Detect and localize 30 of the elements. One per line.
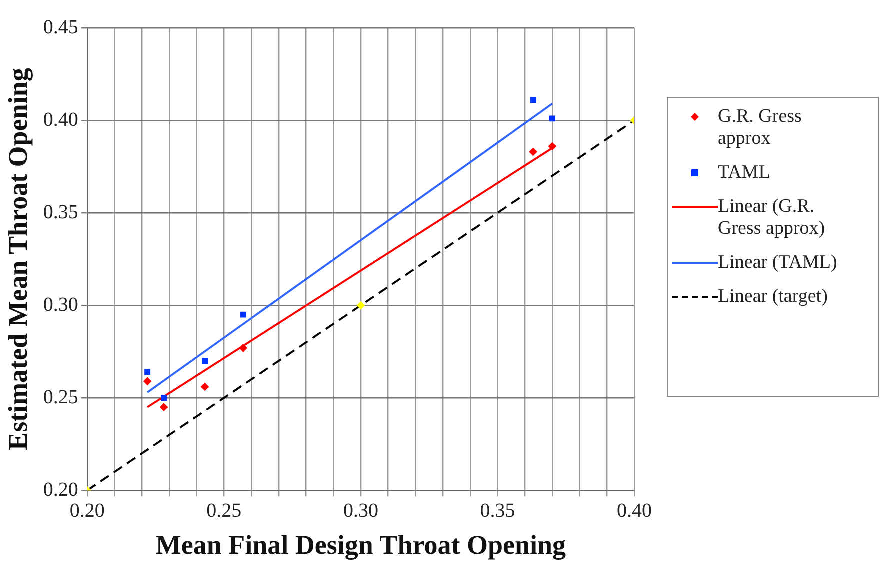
legend-label: G.R. Gress approx: [718, 106, 803, 150]
point: [201, 382, 210, 391]
y-axis-title: Estimated Mean Throat Opening: [3, 68, 34, 450]
point: [549, 116, 556, 122]
y-tick-label: 0.35: [43, 201, 78, 224]
x-axis-title: Mean Final Design Throat Opening: [156, 530, 566, 560]
point: [240, 312, 246, 318]
point: [144, 377, 152, 386]
point: [202, 358, 208, 364]
x-tick-label: 0.40: [617, 500, 652, 522]
point: [529, 148, 538, 156]
legend-label: Linear (TAML): [718, 252, 838, 274]
text: 0.20: [70, 500, 105, 522]
legend-label: Linear (G.R. Gress approx): [718, 196, 826, 240]
x-tick-label: 0.35: [480, 500, 516, 522]
x-tick-label: 0.25: [206, 500, 242, 522]
y-tick-label: 0.20: [43, 478, 78, 501]
y-tick-label: 0.30: [43, 294, 78, 316]
point: [144, 369, 151, 376]
point: [548, 142, 556, 150]
point: [530, 97, 536, 104]
x-tick-label: 0.30: [343, 500, 378, 522]
point: [161, 395, 167, 402]
legend-label: TAML: [718, 162, 770, 184]
y-tick-label: 0.25: [43, 386, 78, 408]
y-tick-label: 0.40: [43, 108, 78, 131]
y-tick-label: 0.45: [43, 16, 78, 38]
point: [239, 344, 248, 352]
point: [160, 403, 168, 412]
legend-label: Linear (target): [718, 286, 828, 308]
